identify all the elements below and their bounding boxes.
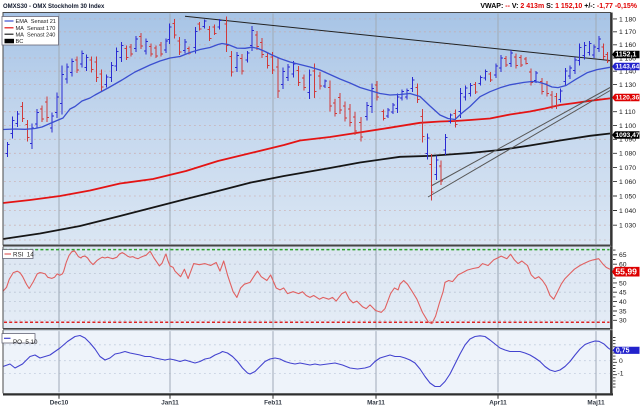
svg-text:1 150: 1 150 xyxy=(619,55,636,62)
svg-text:RSI 14: RSI 14 xyxy=(13,252,34,259)
svg-text:1143,64: 1143,64 xyxy=(615,64,639,71)
svg-text:1 130: 1 130 xyxy=(619,82,636,89)
svg-text:1 030: 1 030 xyxy=(619,223,636,230)
svg-text:1 040: 1 040 xyxy=(619,208,636,215)
svg-text:40: 40 xyxy=(619,299,627,306)
svg-text:1 050: 1 050 xyxy=(619,193,636,200)
svg-text:Feb11: Feb11 xyxy=(264,400,282,406)
svg-text:EMA Senast 21: EMA Senast 21 xyxy=(16,19,56,25)
svg-text:1120,36: 1120,36 xyxy=(615,95,639,102)
svg-text:Jan11: Jan11 xyxy=(161,400,179,406)
svg-text:Dec10: Dec10 xyxy=(50,400,69,406)
svg-text:Mar11: Mar11 xyxy=(367,400,385,406)
svg-text:35: 35 xyxy=(619,308,627,315)
svg-text:1093,47: 1093,47 xyxy=(615,132,639,139)
svg-text:1 080: 1 080 xyxy=(619,151,636,158)
svg-text:Maj11: Maj11 xyxy=(587,400,605,406)
svg-text:1 180: 1 180 xyxy=(619,16,636,23)
svg-text:1 100: 1 100 xyxy=(619,123,636,130)
svg-text:-1: -1 xyxy=(618,371,624,378)
svg-text:0: 0 xyxy=(619,358,623,365)
svg-text:OMXS30 - OMX Stockholm 30 Inde: OMXS30 - OMX Stockholm 30 Index xyxy=(3,4,105,10)
svg-text:BC: BC xyxy=(16,39,24,45)
svg-text:1 160: 1 160 xyxy=(619,42,636,49)
svg-text:45: 45 xyxy=(619,290,627,297)
svg-text:55,99: 55,99 xyxy=(615,266,637,276)
svg-text:1 060: 1 060 xyxy=(619,179,636,186)
svg-text:MA Senast 170: MA Senast 170 xyxy=(16,26,56,32)
svg-text:1 090: 1 090 xyxy=(619,137,636,144)
svg-text:1 170: 1 170 xyxy=(619,29,636,36)
svg-text:1 070: 1 070 xyxy=(619,165,636,172)
svg-text:30: 30 xyxy=(619,318,627,325)
svg-text:50: 50 xyxy=(619,280,627,287)
svg-text:60: 60 xyxy=(619,262,627,269)
svg-text:Apr11: Apr11 xyxy=(489,400,507,406)
svg-text:65: 65 xyxy=(619,252,627,259)
svg-text:VWAP: -- V: 2 413m S: 1 152,: VWAP: -- V: 2 413m S: 1 152,10 +/-: -1,7… xyxy=(480,3,637,10)
svg-text:1152,1: 1152,1 xyxy=(615,52,636,59)
svg-text:PO 5 10: PO 5 10 xyxy=(13,339,38,346)
svg-text:MA Senast 240: MA Senast 240 xyxy=(16,32,56,38)
svg-text:0,75: 0,75 xyxy=(616,347,630,354)
svg-text:1 140: 1 140 xyxy=(619,69,636,76)
svg-text:1 110: 1 110 xyxy=(619,109,636,116)
